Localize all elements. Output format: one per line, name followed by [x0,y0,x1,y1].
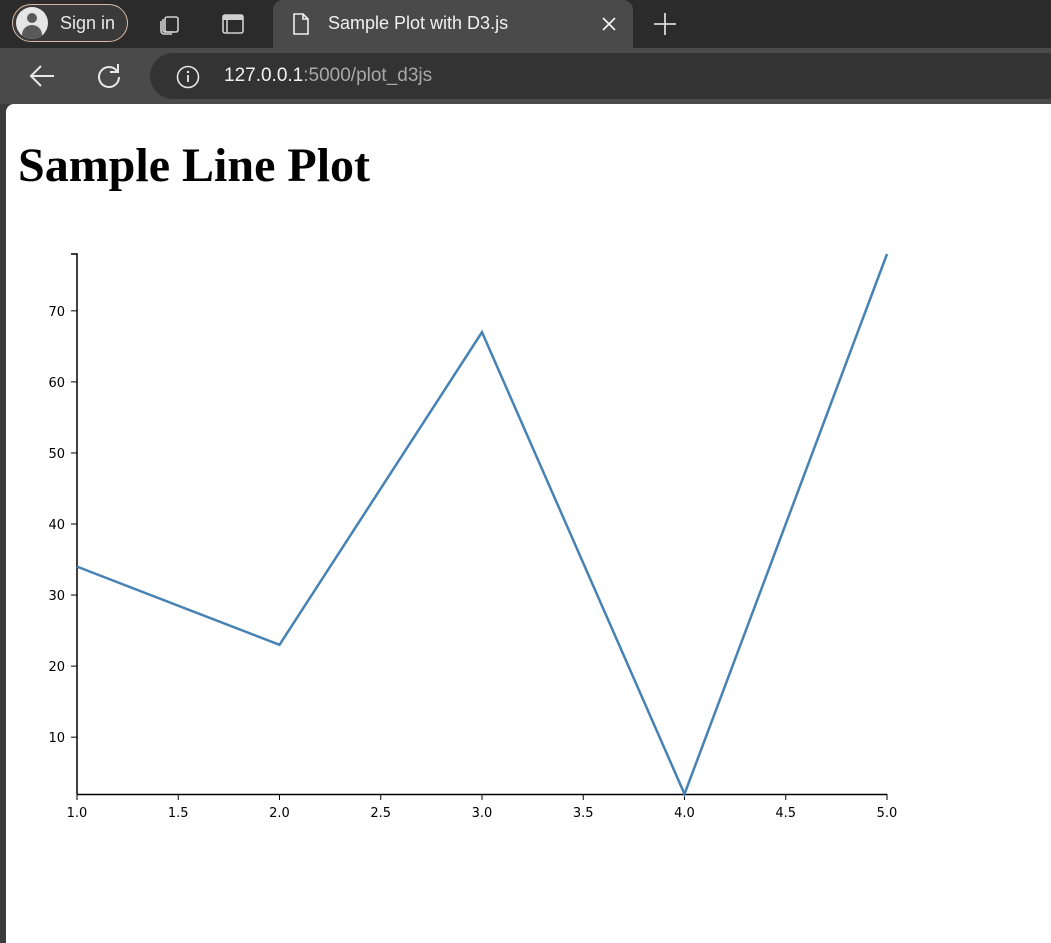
avatar-icon [16,7,48,39]
browser-toolbar: 127.0.0.1:5000/plot_d3js [0,48,1051,104]
y-tick-label: 20 [48,660,65,675]
page-content: Sample Line Plot 1.0 1.5 2.0 2.5 3.0 3.5 4.0 4.… [6,104,1051,943]
y-tick-label: 70 [48,305,65,320]
back-icon[interactable] [28,63,56,89]
x-tick-label: 4.0 [674,806,695,821]
y-axis-line [71,253,78,794]
y-tick-label: 60 [48,376,65,391]
x-tick-label: 2.5 [370,806,391,821]
x-tick-label: 5.0 [877,806,898,821]
reload-icon[interactable] [95,62,123,90]
url-path: :5000/plot_d3js [303,65,433,86]
line-chart: 1.0 1.5 2.0 2.5 3.0 3.5 4.0 4.5 5.0 10 20 30 40 50 60 7… [48,253,898,821]
x-tick-label: 2.0 [269,806,290,821]
x-tick-label: 1.0 [67,806,88,821]
y-tick-label: 30 [48,589,65,604]
active-tab[interactable]: Sample Plot with D3.js [273,0,633,48]
tab-actions-icon[interactable] [221,12,245,36]
tab-title: Sample Plot with D3.js [328,13,509,33]
x-tick-label: 4.5 [775,806,796,821]
tab-strip: Sign in Sample Plot with D3.js [0,0,1051,48]
y-tick-label: 10 [48,731,65,746]
y-tick-label: 40 [48,518,65,533]
site-info-icon[interactable] [176,65,200,89]
collections-icon[interactable] [158,12,182,36]
sign-in-button[interactable]: Sign in [12,4,128,42]
new-tab-icon[interactable] [652,11,678,37]
page-heading: Sample Line Plot [18,139,371,192]
series-line-0 [76,253,889,798]
address-bar[interactable]: 127.0.0.1:5000/plot_d3js [150,53,1051,99]
close-icon[interactable] [599,14,619,34]
document-icon [293,13,309,35]
y-tick-label: 50 [48,447,65,462]
sign-in-label: Sign in [60,12,116,33]
url-host: 127.0.0.1 [224,65,304,86]
url-text: 127.0.0.1:5000/plot_d3js [224,65,432,87]
x-tick-label: 1.5 [168,806,189,821]
x-tick-label: 3.0 [472,806,493,821]
x-tick-label: 3.5 [573,806,594,821]
